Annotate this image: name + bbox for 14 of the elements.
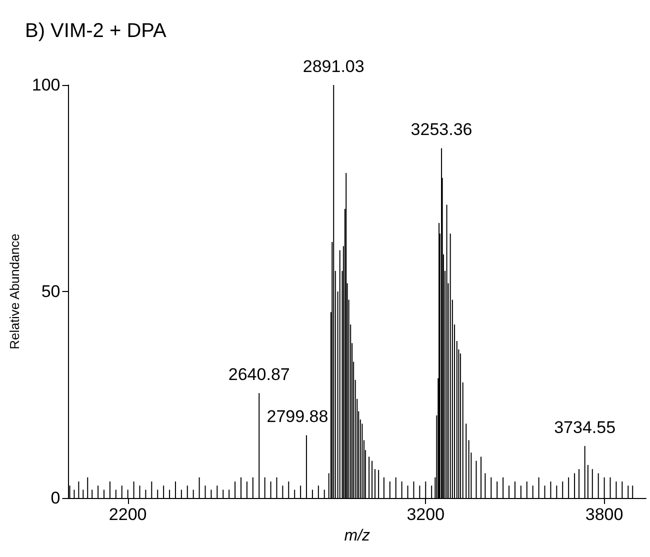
annotation: 3253.36 [410, 120, 472, 140]
y-tick-label: 0 [50, 488, 60, 508]
y-axis-title: Relative Abundance [7, 234, 22, 350]
x-tick-label: 2200 [108, 505, 147, 524]
annotation: 2799.88 [266, 407, 328, 426]
y-tick-label: 50 [41, 282, 60, 301]
x-axis-title: m/z [344, 528, 370, 544]
x-tick-label: 3800 [585, 505, 624, 524]
annotation: 2640.87 [228, 365, 290, 384]
y-tick-label: 100 [32, 76, 60, 94]
annotation: 3734.55 [554, 418, 616, 437]
annotation: 2891.03 [302, 57, 364, 76]
chart-title: B) VIM-2 + DPA [25, 20, 167, 42]
x-tick-label: 3200 [406, 505, 445, 524]
